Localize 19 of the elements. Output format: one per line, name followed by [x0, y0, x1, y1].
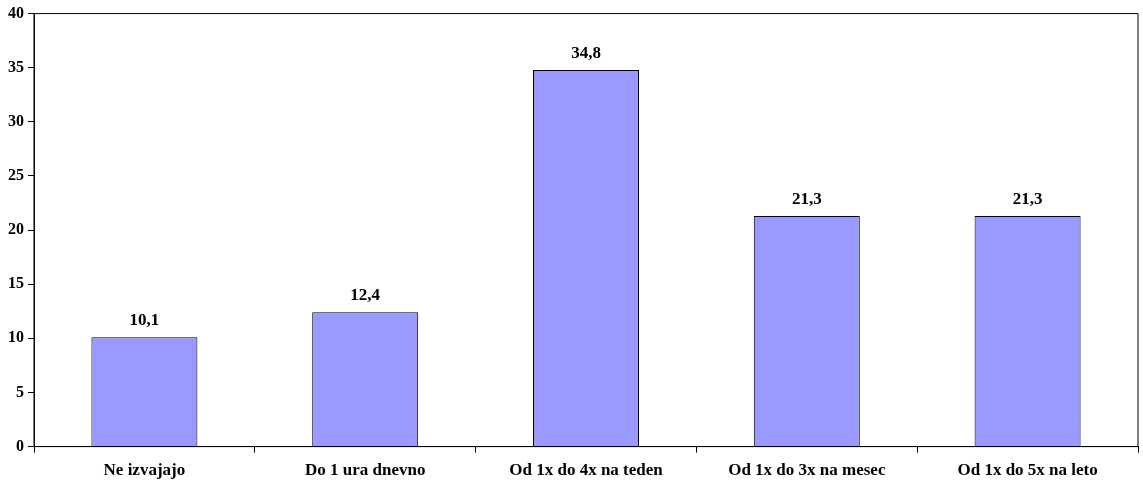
y-tick-label: 35 [8, 57, 24, 75]
x-tick-label: Od 1x do 4x na teden [509, 460, 664, 480]
y-tick-label: 30 [8, 111, 24, 129]
y-tick-label: 0 [16, 436, 24, 454]
data-label: 21,3 [1012, 188, 1043, 208]
data-label: 12,4 [350, 285, 381, 305]
x-tick-label: Od 1x do 3x na mesec [728, 460, 886, 480]
data-label: 21,3 [791, 188, 822, 208]
x-tick-label: Od 1x do 5x na leto [957, 460, 1098, 480]
y-tick-label: 10 [8, 328, 24, 346]
data-label: 34,8 [571, 42, 601, 62]
y-tick-label: 25 [8, 166, 24, 184]
x-tick-label: Ne izvajajo [103, 460, 186, 480]
y-tick-label: 20 [8, 220, 24, 238]
data-label: 10,1 [129, 310, 160, 330]
y-tick-label: 15 [8, 274, 24, 292]
y-tick-label: 40 [8, 3, 24, 21]
x-tick-label: Do 1 ura dnevno [304, 460, 426, 480]
y-tick-label: 5 [16, 382, 24, 400]
